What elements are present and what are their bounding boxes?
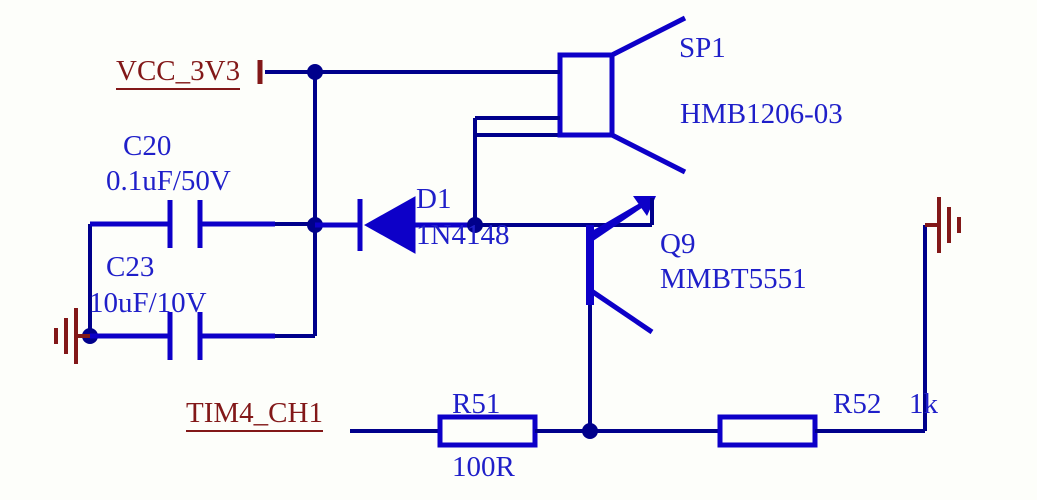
net-vcc: VCC_3V3	[116, 55, 240, 90]
c23-ref: C23	[106, 251, 154, 284]
r51-val: 100R	[452, 451, 515, 484]
sp1-val: HMB1206-03	[680, 98, 843, 131]
sp1-ref: SP1	[679, 32, 726, 65]
d1-ref: D1	[416, 183, 451, 216]
d1-val: 1N4148	[416, 219, 509, 252]
r52-ref: R52	[833, 388, 881, 421]
r52-val: 1k	[909, 388, 938, 421]
q9-ref: Q9	[660, 228, 695, 261]
r51-ref: R51	[452, 388, 500, 421]
c20-val: 0.1uF/50V	[106, 165, 231, 198]
c23-val: 10uF/10V	[89, 287, 207, 320]
c20-ref: C20	[123, 130, 171, 163]
net-tim: TIM4_CH1	[186, 397, 323, 432]
q9-val: MMBT5551	[660, 263, 807, 296]
